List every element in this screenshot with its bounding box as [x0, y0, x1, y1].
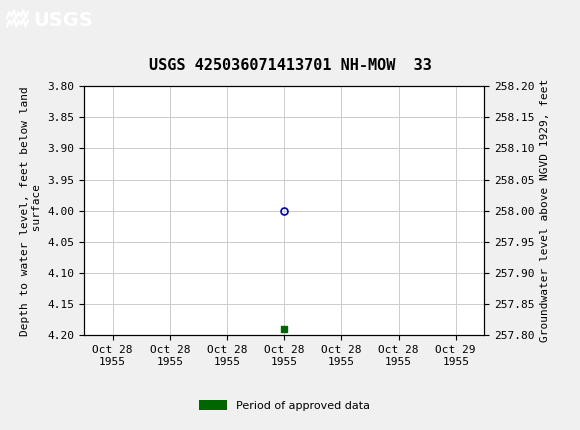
Text: USGS: USGS [34, 11, 93, 30]
Legend: Period of approved data: Period of approved data [194, 396, 374, 415]
Y-axis label: Depth to water level, feet below land
 surface: Depth to water level, feet below land su… [20, 86, 42, 335]
Text: USGS 425036071413701 NH-MOW  33: USGS 425036071413701 NH-MOW 33 [148, 58, 432, 73]
Y-axis label: Groundwater level above NGVD 1929, feet: Groundwater level above NGVD 1929, feet [540, 79, 550, 342]
